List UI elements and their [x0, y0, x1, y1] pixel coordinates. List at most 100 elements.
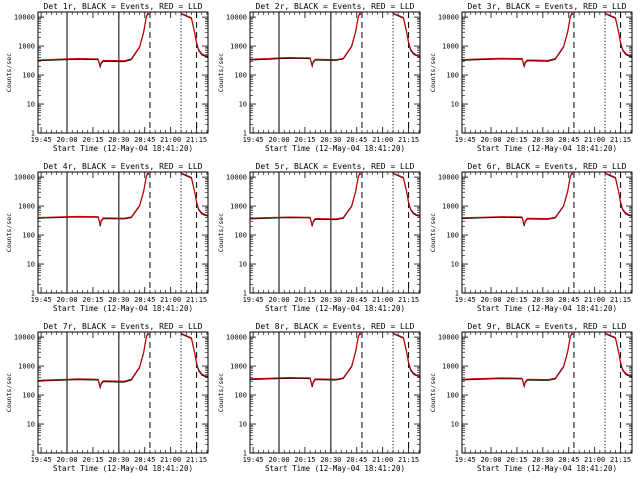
y-tick-label: 1000	[18, 43, 35, 51]
y-tick-label: 1	[455, 130, 459, 138]
y-tick-label: 100	[446, 232, 459, 240]
plot-frame	[249, 171, 421, 294]
x-tick-label: 20:00	[480, 136, 501, 144]
y-tick-label: 1000	[442, 363, 459, 371]
lld-series-line	[38, 172, 208, 226]
x-axis-label: Start Time (12-May-04 18:41:20)	[53, 304, 193, 313]
x-tick-label: 20:00	[56, 296, 77, 304]
x-tick-label: 20:45	[558, 456, 579, 464]
detector-panel-2: Det 2r, BLACK = Events, RED = LLD Counts/…	[217, 2, 421, 153]
plot-frame	[37, 171, 209, 294]
y-tick-label: 10000	[226, 14, 247, 22]
x-tick-label: 21:15	[610, 296, 631, 304]
y-tick-label: 1000	[230, 363, 247, 371]
x-tick-label: 20:00	[480, 296, 501, 304]
x-axis-label: Start Time (12-May-04 18:41:20)	[53, 464, 193, 473]
x-tick-label: 20:30	[532, 456, 553, 464]
x-tick-label: 20:30	[108, 296, 129, 304]
panel-title: Det 6r, BLACK = Events, RED = LLD	[468, 162, 627, 171]
x-tick-label: 19:45	[243, 456, 264, 464]
y-axis-label: Counts/sec	[217, 213, 225, 252]
y-tick-label: 10	[451, 421, 459, 429]
x-axis-label: Start Time (12-May-04 18:41:20)	[477, 144, 617, 153]
y-tick-label: 100	[446, 72, 459, 80]
x-tick-label: 20:45	[558, 296, 579, 304]
y-tick-label: 10000	[226, 174, 247, 182]
y-tick-label: 100	[234, 72, 247, 80]
y-tick-label: 10	[451, 101, 459, 109]
lld-series-line	[38, 332, 208, 389]
plot-frame	[461, 11, 633, 134]
y-axis-label: Counts/sec	[217, 373, 225, 412]
lld-series-line	[250, 172, 420, 228]
y-tick-label: 10000	[14, 174, 35, 182]
plot-frame	[37, 331, 209, 454]
x-tick-label: 20:15	[294, 136, 315, 144]
y-tick-label: 1000	[230, 203, 247, 211]
y-tick-label: 100	[234, 392, 247, 400]
x-tick-label: 21:00	[372, 456, 393, 464]
detector-panel-4: Det 4r, BLACK = Events, RED = LLD Counts/…	[5, 162, 209, 313]
x-tick-label: 21:00	[160, 456, 181, 464]
x-tick-label: 19:45	[455, 136, 476, 144]
y-tick-label: 100	[22, 232, 35, 240]
x-tick-label: 20:00	[268, 136, 289, 144]
x-tick-label: 21:00	[372, 296, 393, 304]
detector-panel-8: Det 8r, BLACK = Events, RED = LLD Counts/…	[217, 322, 421, 473]
x-tick-label: 21:00	[160, 136, 181, 144]
x-axis-label: Start Time (12-May-04 18:41:20)	[477, 304, 617, 313]
y-tick-label: 10	[451, 261, 459, 269]
panel-title: Det 5r, BLACK = Events, RED = LLD	[256, 162, 415, 171]
y-tick-label: 100	[22, 392, 35, 400]
detector-panel-5: Det 5r, BLACK = Events, RED = LLD Counts/…	[217, 162, 421, 313]
x-tick-label: 20:00	[268, 456, 289, 464]
x-tick-label: 19:45	[31, 456, 52, 464]
x-tick-label: 20:30	[320, 136, 341, 144]
y-tick-label: 1	[243, 130, 247, 138]
y-axis-label: Counts/sec	[5, 213, 13, 252]
y-tick-label: 1000	[442, 203, 459, 211]
y-tick-label: 100	[22, 72, 35, 80]
y-tick-label: 10	[27, 101, 35, 109]
x-tick-label: 19:45	[455, 456, 476, 464]
x-tick-label: 21:00	[584, 456, 605, 464]
y-tick-label: 10000	[438, 174, 459, 182]
y-tick-label: 1	[455, 450, 459, 458]
x-tick-label: 19:45	[455, 296, 476, 304]
x-tick-label: 21:15	[610, 456, 631, 464]
detector-panel-1: Det 1r, BLACK = Events, RED = LLD Counts/…	[5, 2, 209, 153]
y-tick-label: 10000	[14, 334, 35, 342]
panel-title: Det 2r, BLACK = Events, RED = LLD	[256, 2, 415, 11]
y-tick-label: 10000	[226, 334, 247, 342]
x-tick-label: 20:30	[532, 136, 553, 144]
plot-frame	[249, 11, 421, 134]
x-tick-label: 20:00	[56, 456, 77, 464]
y-tick-label: 1	[455, 290, 459, 298]
y-tick-label: 10	[27, 421, 35, 429]
y-axis-label: Counts/sec	[5, 373, 13, 412]
x-tick-label: 20:45	[134, 296, 155, 304]
x-tick-label: 20:45	[134, 456, 155, 464]
lld-series-line	[462, 332, 632, 388]
y-tick-label: 10000	[438, 334, 459, 342]
detector-panel-9: Det 9r, BLACK = Events, RED = LLD Counts/…	[429, 322, 633, 473]
x-tick-label: 20:15	[82, 296, 103, 304]
y-tick-label: 1000	[230, 43, 247, 51]
x-tick-label: 20:15	[294, 296, 315, 304]
x-axis-label: Start Time (12-May-04 18:41:20)	[265, 304, 405, 313]
lld-series-line	[250, 332, 420, 386]
y-tick-label: 1	[243, 290, 247, 298]
y-tick-label: 1	[31, 130, 35, 138]
x-tick-label: 21:00	[160, 296, 181, 304]
x-tick-label: 21:15	[186, 296, 207, 304]
panel-title: Det 1r, BLACK = Events, RED = LLD	[44, 2, 203, 11]
y-tick-label: 1000	[18, 203, 35, 211]
y-axis-label: Counts/sec	[429, 213, 437, 252]
panel-title: Det 4r, BLACK = Events, RED = LLD	[44, 162, 203, 171]
y-tick-label: 100	[446, 392, 459, 400]
x-tick-label: 20:00	[56, 136, 77, 144]
y-tick-label: 10	[239, 261, 247, 269]
x-tick-label: 20:45	[346, 296, 367, 304]
